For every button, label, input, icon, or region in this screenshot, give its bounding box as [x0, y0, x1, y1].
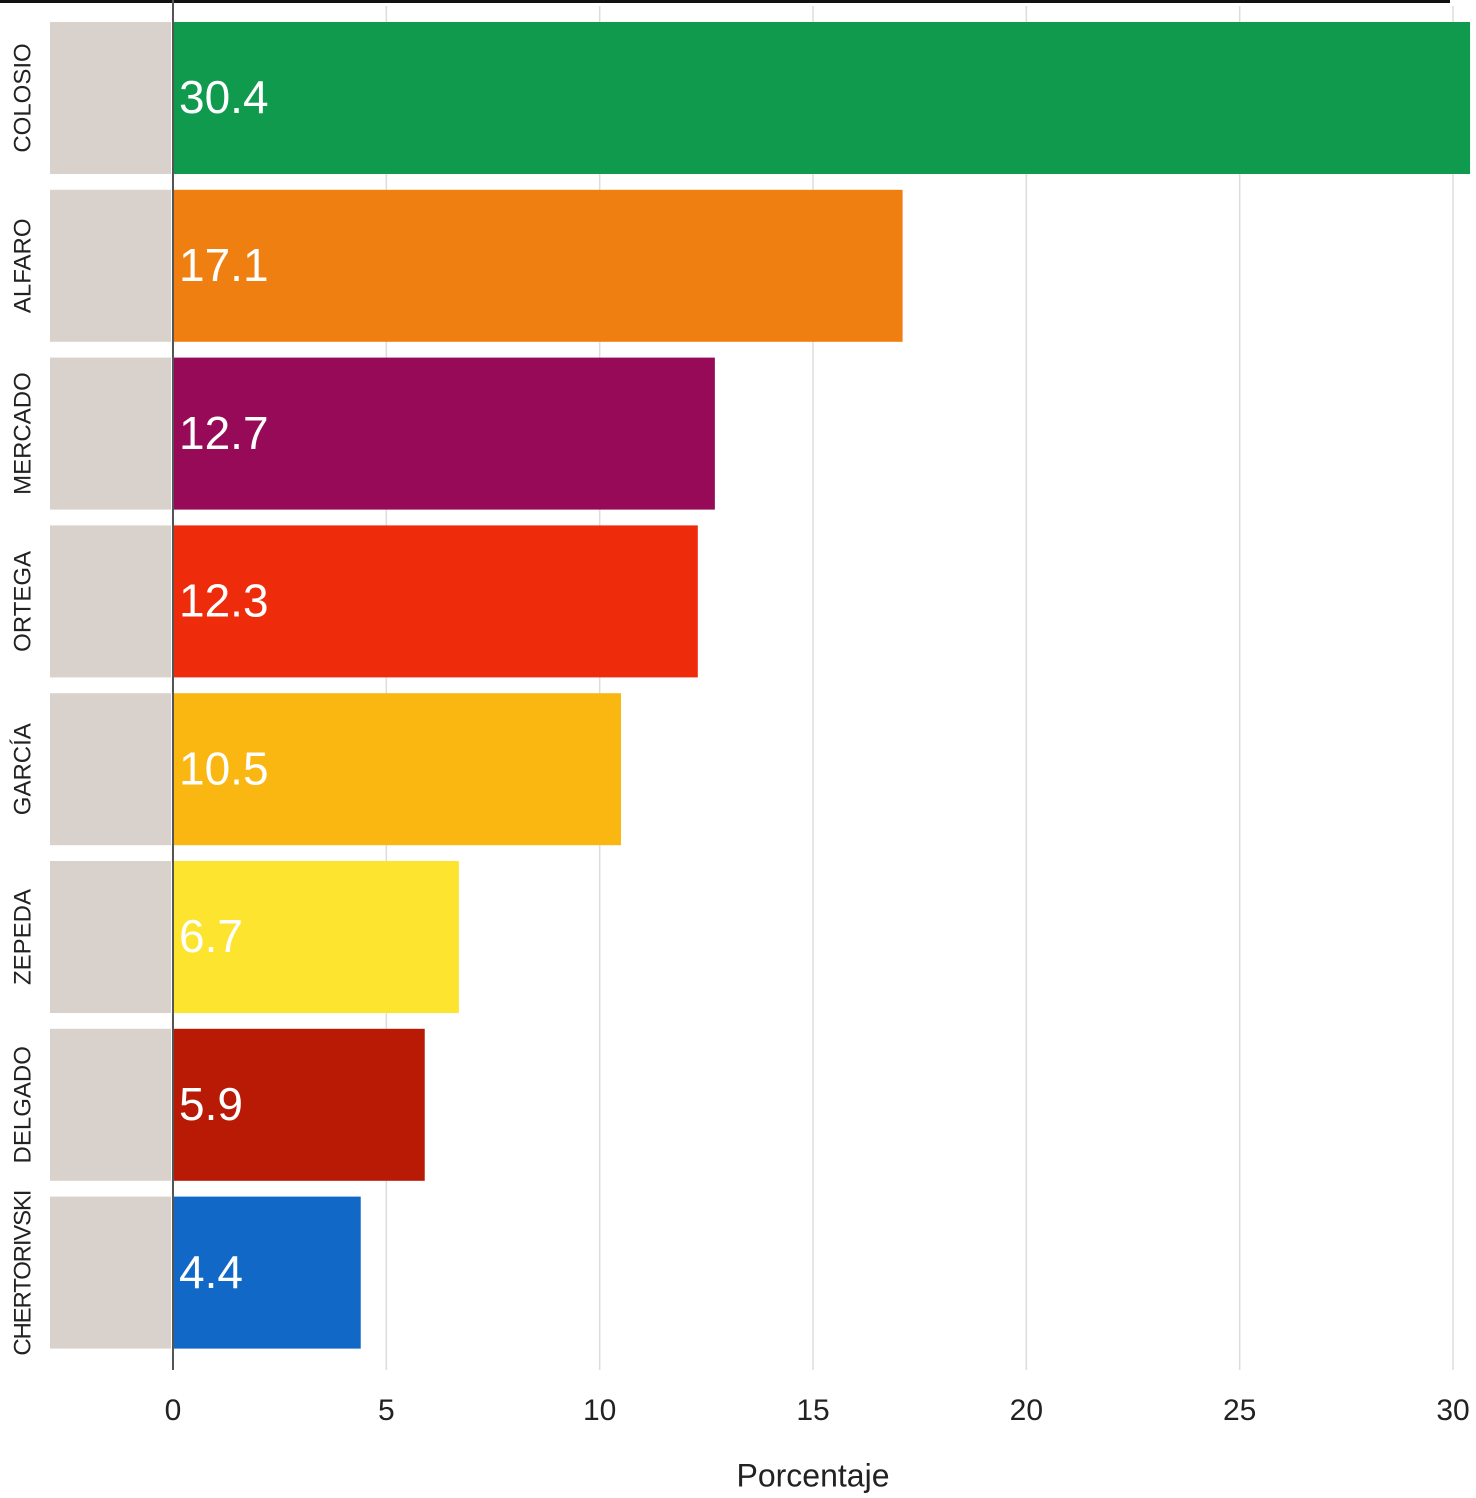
photo-placeholder — [50, 22, 171, 174]
x-tick-label: 25 — [1223, 1394, 1256, 1427]
photo-placeholder — [50, 1196, 171, 1349]
bar — [173, 525, 698, 678]
photo-placeholder — [50, 525, 171, 678]
bar — [173, 22, 1471, 174]
value-label: 30.4 — [179, 71, 269, 123]
y-tick-label: CHERTORIVSKI — [9, 1190, 36, 1356]
bar — [173, 189, 903, 342]
y-tick-label: ORTEGA — [9, 551, 36, 652]
x-tick-label: 30 — [1436, 1394, 1469, 1427]
y-tick-label: MERCADO — [9, 372, 36, 495]
value-label: 5.9 — [179, 1078, 243, 1130]
value-label: 10.5 — [179, 742, 269, 794]
bar — [173, 693, 621, 846]
value-label: 12.7 — [179, 407, 269, 459]
bar — [173, 357, 715, 510]
value-label: 4.4 — [179, 1246, 243, 1298]
photo-placeholder — [50, 693, 171, 846]
y-tick-label: GARCÍA — [9, 723, 36, 815]
x-tick-label: 5 — [378, 1394, 395, 1427]
y-tick-label: DELGADO — [9, 1046, 36, 1163]
value-label: 6.7 — [179, 910, 243, 962]
x-axis-title: Porcentaje — [737, 1457, 890, 1493]
value-label: 17.1 — [179, 239, 269, 291]
x-tick-label: 0 — [165, 1394, 182, 1427]
y-tick-label: COLOSIO — [9, 43, 36, 152]
photo-placeholder — [50, 861, 171, 1013]
photo-placeholder — [50, 189, 171, 342]
photo-placeholder — [50, 357, 171, 510]
bar — [173, 1028, 425, 1181]
x-tick-label: 20 — [1010, 1394, 1043, 1427]
x-tick-label: 15 — [796, 1394, 829, 1427]
y-tick-label: ALFARO — [9, 218, 36, 313]
bar — [173, 1196, 361, 1349]
bar — [173, 861, 459, 1013]
value-label: 12.3 — [179, 575, 269, 627]
photo-placeholder — [50, 1028, 171, 1181]
x-tick-label: 10 — [583, 1394, 616, 1427]
y-tick-label: ZEPEDA — [9, 889, 36, 985]
